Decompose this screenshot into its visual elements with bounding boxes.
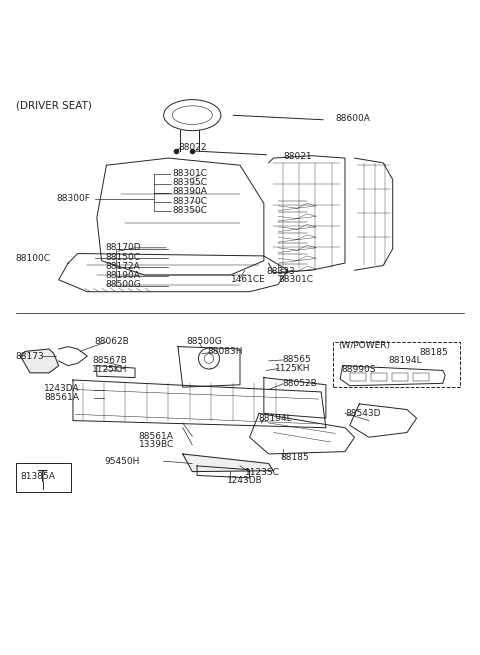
Text: 88301C: 88301C <box>172 170 207 178</box>
Text: (DRIVER SEAT): (DRIVER SEAT) <box>16 101 92 111</box>
Bar <box>16 462 71 492</box>
Bar <box>413 373 429 381</box>
Text: 88301C: 88301C <box>278 275 313 284</box>
Bar <box>371 373 387 381</box>
Text: 88500G: 88500G <box>106 280 141 289</box>
Text: 88021: 88021 <box>283 152 312 161</box>
Text: 88052B: 88052B <box>282 379 317 388</box>
Text: T: T <box>38 470 48 485</box>
Text: 1123SC: 1123SC <box>245 468 280 477</box>
Text: 1243DB: 1243DB <box>227 476 263 485</box>
Text: 88600A: 88600A <box>336 115 370 123</box>
Text: 88565: 88565 <box>282 355 311 364</box>
Text: 1125KH: 1125KH <box>92 365 128 374</box>
Text: 88150C: 88150C <box>106 253 141 262</box>
Text: 88172A: 88172A <box>106 262 140 271</box>
Bar <box>350 373 366 381</box>
Text: (W/POWER): (W/POWER) <box>338 341 390 350</box>
Polygon shape <box>21 349 59 373</box>
Text: 88567B: 88567B <box>92 356 127 365</box>
Text: 88990S: 88990S <box>341 365 376 373</box>
Text: 88062B: 88062B <box>95 337 129 346</box>
Text: 88300F: 88300F <box>56 194 90 203</box>
Text: 1243DA: 1243DA <box>44 384 80 393</box>
Text: 81385A: 81385A <box>21 472 55 481</box>
Text: 88370C: 88370C <box>172 197 207 206</box>
Text: 88333: 88333 <box>266 267 295 276</box>
Bar <box>392 373 408 381</box>
Polygon shape <box>183 454 274 472</box>
Text: 1461CE: 1461CE <box>230 275 265 284</box>
Text: 95450H: 95450H <box>104 457 139 466</box>
Text: 88185: 88185 <box>419 348 448 357</box>
Text: 88194L: 88194L <box>388 356 421 365</box>
Text: 88173: 88173 <box>16 352 45 361</box>
Text: 88100C: 88100C <box>16 253 51 263</box>
Text: 88194L: 88194L <box>258 414 292 422</box>
Text: 88190A: 88190A <box>106 271 140 280</box>
Text: 88170D: 88170D <box>106 243 141 252</box>
Text: 88561A: 88561A <box>44 393 79 402</box>
Text: 1125KH: 1125KH <box>275 364 311 373</box>
Text: 88083H: 88083H <box>207 347 243 356</box>
Text: 88390A: 88390A <box>172 187 207 196</box>
Text: 88395C: 88395C <box>172 178 207 187</box>
Text: 88185: 88185 <box>281 453 309 462</box>
Text: 88022: 88022 <box>178 143 206 151</box>
Text: 88500G: 88500G <box>187 337 222 346</box>
Text: 88350C: 88350C <box>172 206 207 215</box>
Text: 1339BC: 1339BC <box>139 440 174 449</box>
Text: 88561A: 88561A <box>139 432 174 441</box>
Text: 88543D: 88543D <box>345 409 381 418</box>
